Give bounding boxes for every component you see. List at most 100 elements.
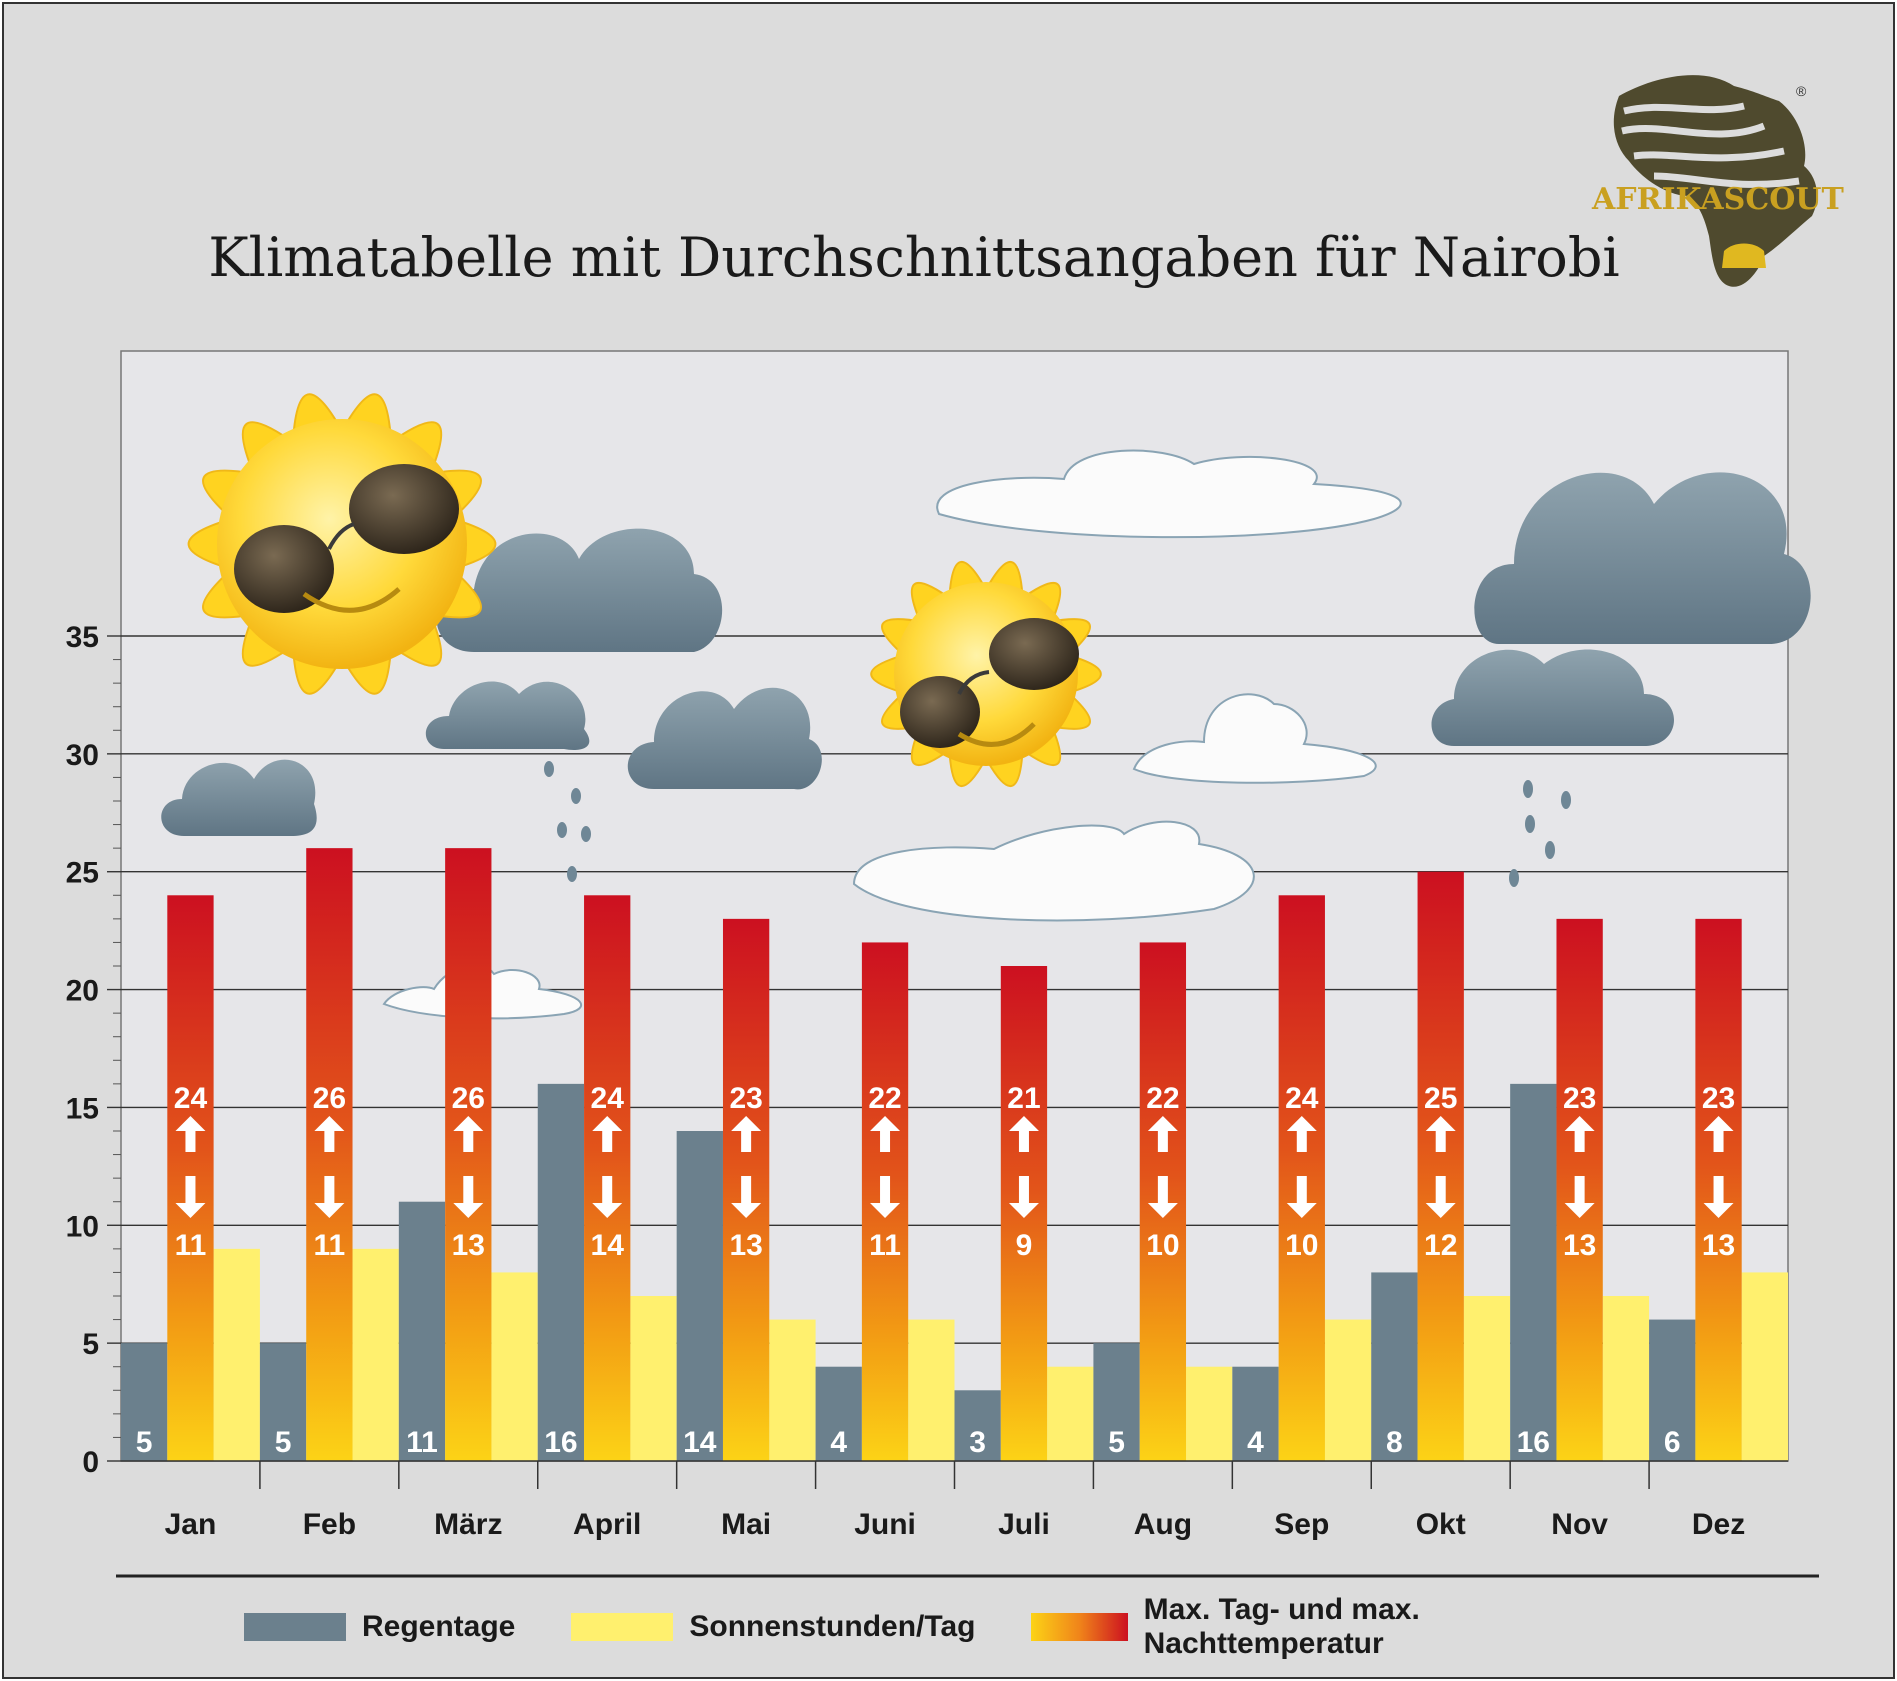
rain-cloud-icon bbox=[425, 681, 591, 882]
label-day-temp: 25 bbox=[1424, 1082, 1457, 1115]
bar-rain-days bbox=[259, 1343, 307, 1461]
bar-rain-days bbox=[1371, 1272, 1418, 1461]
arrow-down-icon bbox=[1147, 1176, 1178, 1218]
bar-rain-days bbox=[676, 1131, 723, 1461]
arrow-down-icon bbox=[592, 1176, 623, 1218]
label-day-temp: 26 bbox=[313, 1082, 346, 1115]
legend-swatch-rain bbox=[244, 1613, 346, 1641]
arrow-up-icon bbox=[1286, 1116, 1317, 1152]
bar-sun-hours bbox=[1741, 1272, 1788, 1461]
label-rain-days: 16 bbox=[544, 1426, 577, 1459]
bar-rain-days bbox=[1232, 1366, 1279, 1461]
arrow-up-icon bbox=[453, 1116, 484, 1152]
label-rain-days: 5 bbox=[275, 1426, 292, 1459]
rain-cloud-icon bbox=[1431, 649, 1674, 887]
arrow-down-icon bbox=[1286, 1176, 1317, 1218]
rain-cloud-icon bbox=[161, 759, 317, 836]
label-rain-days: 6 bbox=[1664, 1426, 1681, 1459]
legend-label-sun: Sonnenstunden/Tag bbox=[689, 1610, 976, 1643]
legend-swatch-temp bbox=[1031, 1613, 1128, 1641]
bar-rain-days bbox=[1510, 1083, 1557, 1461]
rain-cloud-icon bbox=[1474, 472, 1811, 644]
sun-with-sunglasses-icon bbox=[187, 393, 497, 695]
x-tick-label: Jan bbox=[165, 1508, 217, 1541]
bar-temperature bbox=[445, 848, 492, 1461]
rain-cloud-icon bbox=[627, 687, 822, 790]
bar-sun-hours bbox=[352, 1248, 399, 1461]
arrow-up-icon bbox=[1008, 1116, 1039, 1152]
label-night-temp: 9 bbox=[1016, 1229, 1033, 1262]
x-tick-label: März bbox=[434, 1508, 502, 1541]
legend: Regentage Sonnenstunden/Tag Max. Tag- un… bbox=[244, 1593, 1694, 1660]
x-tick-label: Sep bbox=[1274, 1508, 1329, 1541]
rain-cloud-icon bbox=[436, 528, 723, 652]
label-night-temp: 13 bbox=[452, 1229, 485, 1262]
bar-rain-days bbox=[815, 1366, 862, 1461]
label-rain-days: 3 bbox=[969, 1426, 986, 1459]
label-rain-days: 4 bbox=[830, 1426, 847, 1459]
bar-sun-hours bbox=[1463, 1296, 1511, 1461]
bar-temperature bbox=[1417, 871, 1464, 1461]
label-night-temp: 13 bbox=[1563, 1229, 1596, 1262]
arrow-up-icon bbox=[731, 1116, 762, 1152]
y-tick-label: 30 bbox=[66, 739, 99, 772]
y-tick-label: 10 bbox=[66, 1210, 99, 1243]
label-night-temp: 13 bbox=[729, 1229, 762, 1262]
bar-sun-hours bbox=[908, 1319, 955, 1461]
arrow-down-icon bbox=[1425, 1176, 1456, 1218]
bar-sun-hours bbox=[1324, 1319, 1372, 1461]
label-day-temp: 24 bbox=[591, 1082, 625, 1115]
x-tick-label: Aug bbox=[1134, 1508, 1192, 1541]
y-tick-label: 0 bbox=[82, 1446, 99, 1479]
arrow-up-icon bbox=[1425, 1116, 1456, 1152]
label-day-temp: 21 bbox=[1007, 1082, 1040, 1115]
label-day-temp: 24 bbox=[174, 1082, 208, 1115]
white-cloud-icon bbox=[852, 820, 1255, 922]
arrow-down-icon bbox=[1008, 1176, 1039, 1218]
bar-rain-days bbox=[537, 1083, 585, 1461]
legend-item-sun: Sonnenstunden/Tag bbox=[571, 1610, 975, 1644]
registered-mark: ® bbox=[1796, 83, 1807, 99]
legend-label-temp: Max. Tag- und max. Nachttemperatur bbox=[1143, 1593, 1420, 1660]
white-cloud-icon bbox=[936, 449, 1402, 539]
y-tick-label: 35 bbox=[66, 621, 99, 654]
x-tick-label: Feb bbox=[303, 1508, 356, 1541]
bar-rain-days bbox=[1649, 1319, 1696, 1461]
arrow-up-icon bbox=[175, 1116, 206, 1152]
label-rain-days: 8 bbox=[1386, 1426, 1403, 1459]
label-night-temp: 12 bbox=[1424, 1229, 1457, 1262]
bar-sun-hours bbox=[1186, 1366, 1233, 1461]
data-labels: 24 11 5 26 11 5 26 13 11 24 14 16 23 13 14 22 11 4 21 9 3 22 1… bbox=[136, 1082, 1735, 1459]
arrow-down-icon bbox=[175, 1176, 206, 1218]
bar-rain-days bbox=[121, 1343, 168, 1461]
x-axis: Jan Feb März April Mai Juni Juli Aug Sep Okt Nov De… bbox=[121, 1460, 1788, 1541]
label-rain-days: 4 bbox=[1247, 1426, 1264, 1459]
label-night-temp: 11 bbox=[869, 1229, 901, 1262]
y-tick-label: 25 bbox=[66, 857, 99, 890]
x-tick-label: Nov bbox=[1551, 1508, 1608, 1541]
bar-sun-hours bbox=[630, 1296, 677, 1461]
legend-item-rain: Regentage bbox=[244, 1610, 515, 1644]
label-day-temp: 24 bbox=[1285, 1082, 1319, 1115]
bar-rain-days bbox=[1093, 1343, 1140, 1461]
x-tick-label: Mai bbox=[721, 1508, 771, 1541]
y-tick-label: 20 bbox=[66, 975, 99, 1008]
y-tick-label: 15 bbox=[66, 1092, 99, 1125]
label-night-temp: 10 bbox=[1146, 1229, 1179, 1262]
label-day-temp: 22 bbox=[1146, 1082, 1179, 1115]
arrow-down-icon bbox=[314, 1176, 345, 1218]
white-cloud-icon bbox=[1132, 693, 1377, 784]
bar-temperature bbox=[306, 848, 353, 1461]
arrow-up-icon bbox=[870, 1116, 901, 1152]
x-tick-label: Dez bbox=[1692, 1508, 1745, 1541]
bar-sun-hours bbox=[1602, 1296, 1650, 1461]
y-tick-label: 5 bbox=[82, 1328, 99, 1361]
sun-with-sunglasses-icon bbox=[870, 560, 1102, 788]
x-tick-label: Juli bbox=[998, 1508, 1050, 1541]
chart-title: Klimatabelle mit Durchschnittsangaben fü… bbox=[208, 226, 1620, 289]
label-night-temp: 10 bbox=[1285, 1229, 1318, 1262]
arrow-down-icon bbox=[870, 1176, 901, 1218]
x-tick-label: Juni bbox=[854, 1508, 916, 1541]
